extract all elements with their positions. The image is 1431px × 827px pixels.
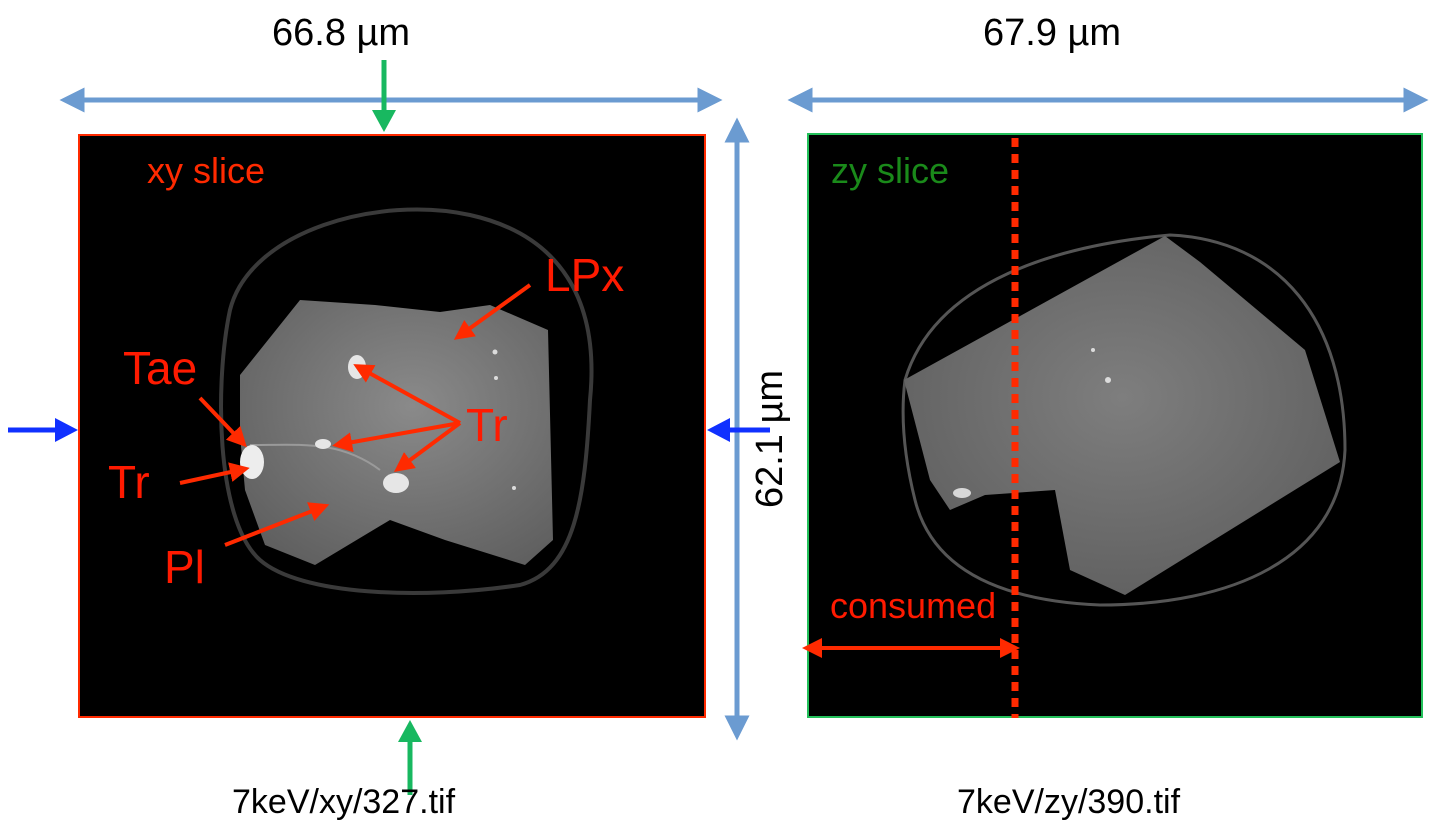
inclusion-dot	[512, 486, 516, 490]
mineral-label-tr-left: Tr	[108, 456, 150, 508]
inclusion-tr-3	[383, 473, 409, 493]
xy-slice-panel	[78, 134, 706, 718]
sample-outline-right	[901, 233, 1347, 607]
zy-slice-label: zy slice	[831, 150, 950, 191]
file-label-right: 7keV/zy/390.tif	[957, 783, 1181, 821]
width-label-right: 67.9 µm	[983, 12, 1122, 54]
inclusion-dot	[1105, 377, 1111, 383]
sample-outline-left	[219, 207, 594, 595]
arrow-pl	[224, 502, 330, 547]
inclusion-dot	[492, 349, 498, 355]
mineral-label-lpx: LPx	[545, 249, 625, 301]
green-marker-bottom-head	[398, 720, 422, 742]
mineral-label-tae: Tae	[123, 342, 198, 394]
inclusion-tr-1	[348, 355, 366, 379]
width-label-left: 66.8 µm	[272, 12, 411, 54]
inclusion-tr-4	[240, 445, 264, 479]
crystal-right	[904, 236, 1340, 595]
zy-slice-panel	[807, 133, 1423, 718]
blue-marker-right-head	[707, 418, 730, 442]
green-marker-top-head	[372, 110, 396, 132]
mineral-label-pl: Pl	[164, 541, 205, 593]
arrow-tr-left	[179, 462, 250, 485]
xy-slice-label: xy slice	[147, 150, 266, 191]
inclusion-dot	[494, 376, 498, 380]
arrow-tr-2	[332, 421, 461, 453]
arrow-tr-3	[393, 421, 462, 472]
arrow-tae	[198, 396, 247, 448]
file-label-left: 7keV/xy/327.tif	[232, 783, 456, 821]
inclusion-dot	[1091, 348, 1095, 352]
consumed-label: consumed	[830, 585, 997, 626]
blue-marker-left-head	[55, 418, 78, 442]
height-label-left: 62.1 µm	[749, 369, 791, 509]
arrow-tr-1	[353, 364, 461, 425]
mineral-label-tr-right: Tr	[466, 399, 508, 451]
inclusion-tr-2	[315, 439, 331, 449]
annotation-arrows	[179, 283, 1020, 658]
inclusion-right	[953, 488, 971, 498]
arrow-lpx	[453, 283, 532, 340]
